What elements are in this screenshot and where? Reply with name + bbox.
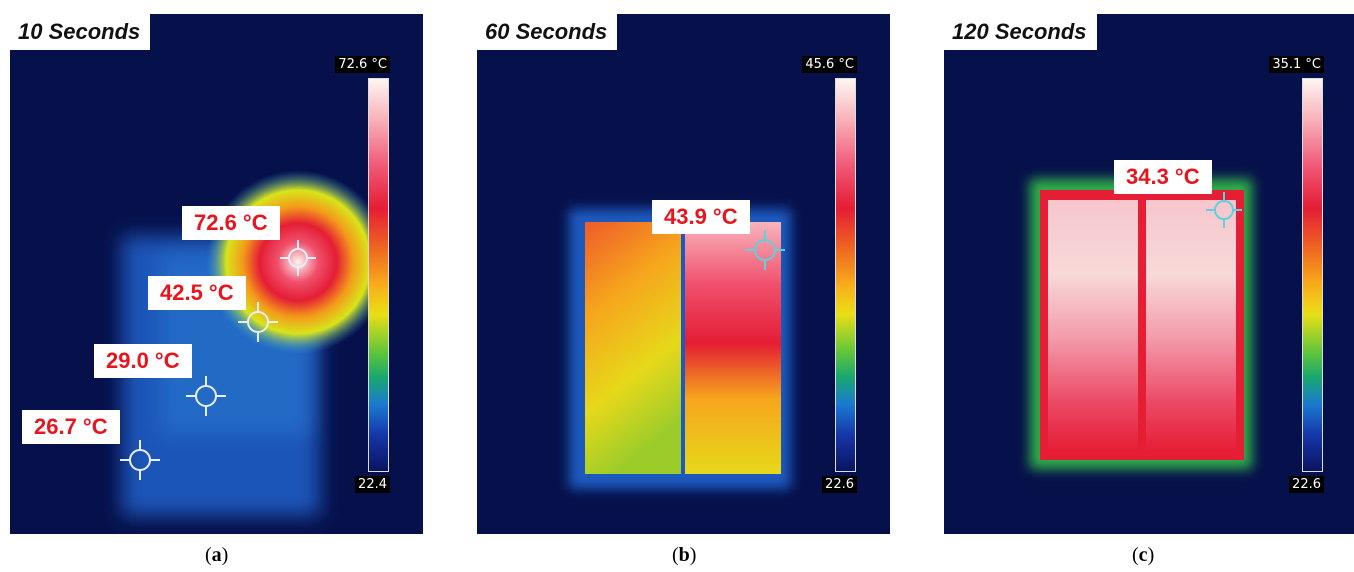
caption-letter: c — [1138, 544, 1148, 566]
panel-title: 10 Seconds — [10, 14, 151, 50]
crosshair-marker-1 — [280, 240, 316, 276]
temperature-label-2: 42.5 °C — [148, 276, 246, 310]
caption-b: (b) — [672, 544, 697, 566]
panel-title: 120 Seconds — [944, 14, 1097, 50]
heated-body-b-left — [585, 222, 681, 474]
scale-max-label: 45.6 °C — [802, 56, 857, 73]
thermal-image-a: 10 Seconds 72.6 °C 22.4 72.6 °C 42.5 °C … — [10, 14, 423, 534]
caption-a: (a) — [205, 544, 229, 566]
temperature-scale-bar — [368, 78, 389, 472]
temperature-scale-bar — [1302, 78, 1323, 472]
thermal-image-c: 120 Seconds 35.1 °C 22.6 34.3 °C — [944, 14, 1354, 534]
crosshair-marker — [745, 230, 785, 270]
caption-letter: a — [211, 544, 222, 566]
scale-max-label: 72.6 °C — [335, 56, 390, 73]
temperature-scale-bar — [835, 78, 856, 472]
thermal-scene-a — [120, 170, 390, 516]
hotspot-a — [206, 170, 390, 354]
crosshair-marker-3 — [186, 376, 226, 416]
scale-min-label: 22.6 — [1289, 476, 1324, 493]
scale-min-label: 22.6 — [822, 476, 857, 493]
temperature-label-3: 29.0 °C — [94, 344, 192, 378]
scale-min-label: 22.4 — [355, 476, 390, 493]
thermal-scene-b — [569, 209, 791, 489]
crosshair-marker — [1206, 192, 1242, 228]
crosshair-marker-4 — [120, 440, 160, 480]
panel-title: 60 Seconds — [477, 14, 618, 50]
temperature-label-4: 26.7 °C — [22, 410, 120, 444]
thermal-image-b: 60 Seconds 45.6 °C 22.6 43.9 °C — [477, 14, 890, 534]
temperature-label: 34.3 °C — [1114, 160, 1212, 194]
temperature-label-1: 72.6 °C — [182, 206, 280, 240]
caption-c: (c) — [1132, 544, 1155, 566]
heated-body-c-left — [1048, 200, 1138, 452]
crosshair-marker-2 — [238, 302, 278, 342]
scale-max-label: 35.1 °C — [1269, 56, 1324, 73]
heated-body-c-right — [1146, 200, 1236, 452]
temperature-label: 43.9 °C — [652, 200, 750, 234]
caption-letter: b — [678, 544, 690, 566]
thermal-scene-c — [1030, 179, 1252, 469]
